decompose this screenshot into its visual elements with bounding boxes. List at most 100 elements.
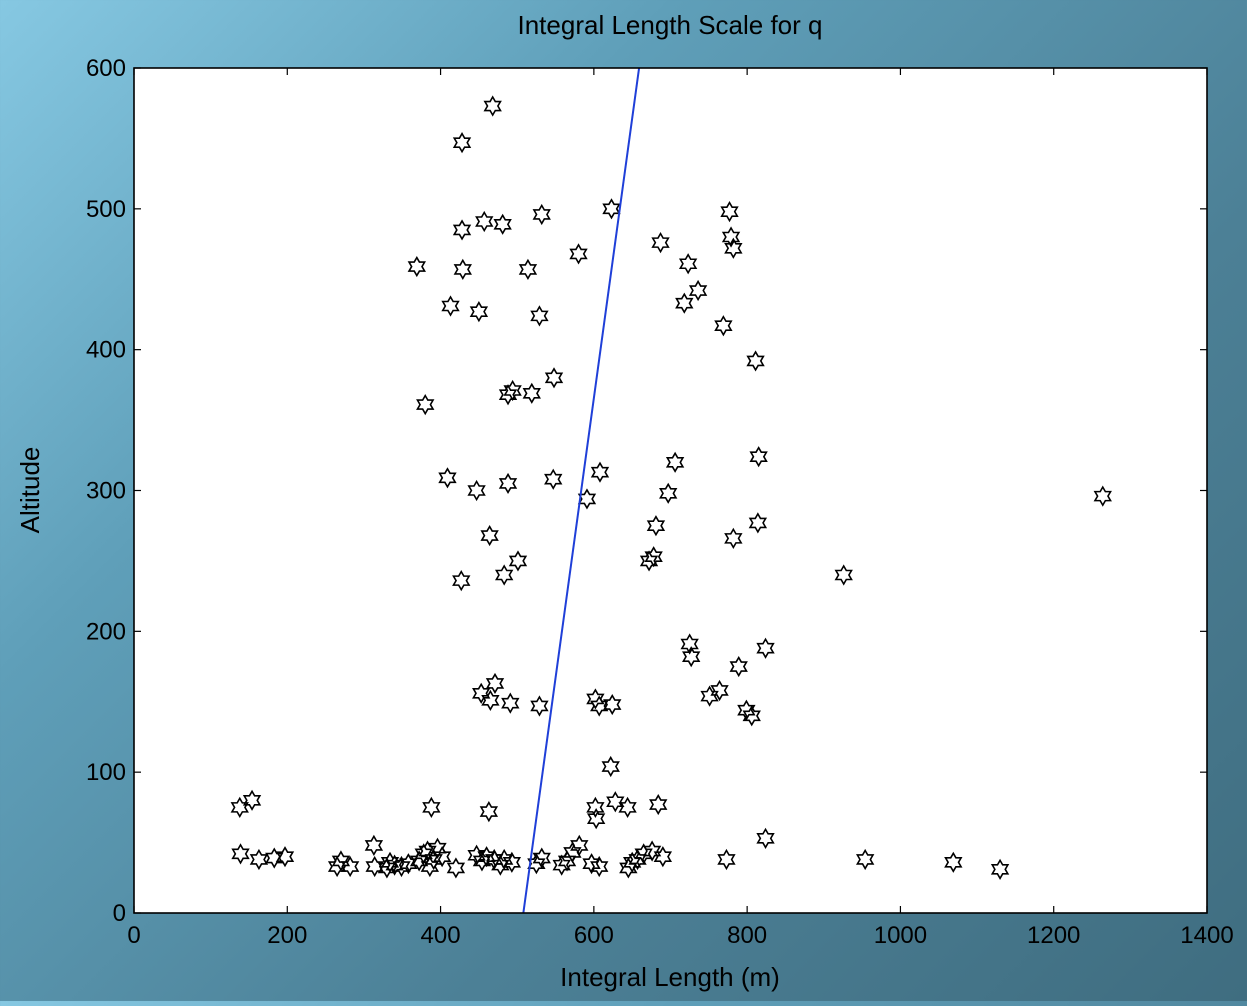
scatter-point [606, 791, 625, 813]
scatter-point [495, 564, 514, 586]
scatter-point [659, 482, 678, 504]
scatter-point [441, 295, 460, 317]
scatter-point [452, 570, 471, 592]
scatter-point [475, 210, 494, 233]
scatter-point [530, 695, 549, 717]
scatter-point [834, 564, 853, 586]
x-axis-label: Integral Length (m) [560, 962, 780, 992]
scatter-point [544, 468, 563, 490]
scatter-point [508, 550, 528, 572]
scatter-point [265, 847, 284, 869]
scatter-point [577, 488, 597, 510]
x-tick-label: 600 [574, 922, 614, 949]
scatter-point [634, 843, 653, 865]
y-tick-label: 100 [86, 759, 126, 786]
scatter-point [420, 855, 440, 878]
scatter-point [665, 451, 685, 473]
scatter-point [649, 793, 668, 816]
scatter-point [569, 243, 588, 265]
scatter-point [446, 857, 466, 879]
scatter-point [721, 226, 741, 248]
y-axis-label: Altitude [15, 447, 45, 534]
scatter-point [518, 258, 538, 280]
x-tick-label: 1200 [1027, 922, 1080, 949]
y-tick-label: 500 [86, 196, 126, 223]
x-tick-label: 1400 [1180, 922, 1233, 949]
scatter-point [742, 705, 761, 727]
scatter-point [586, 808, 606, 830]
scatter-point [502, 851, 522, 873]
scatter-point [642, 840, 662, 862]
scatter-point [485, 672, 505, 695]
scatter-point [700, 685, 719, 707]
scatter-point [501, 692, 520, 714]
scatter-point [544, 367, 564, 389]
scatter-point [710, 679, 729, 702]
scatter-point [688, 279, 708, 302]
scatter-point [424, 848, 443, 871]
scatter-point [756, 827, 775, 849]
scatter-point [331, 850, 351, 872]
scatter-point [365, 855, 384, 878]
scatter-point [724, 237, 743, 259]
scatter-point [601, 755, 620, 778]
scatter-point [729, 655, 748, 678]
scatter-point [493, 213, 512, 235]
scatter-point [618, 796, 637, 818]
scatter-point [469, 301, 489, 323]
scatter-point [720, 201, 739, 223]
scatter-point [380, 851, 400, 873]
scatter-point [481, 689, 500, 711]
scatter-point [603, 693, 622, 716]
scatter-point [756, 637, 775, 659]
scatter-point [552, 854, 571, 876]
scatter-point [530, 305, 549, 327]
scatter-point [467, 479, 486, 502]
scatter-point [340, 855, 360, 878]
scatter-point [1093, 485, 1112, 507]
scatter-point [364, 834, 384, 856]
scatter-point [944, 851, 963, 873]
scatter-point [498, 472, 518, 495]
scatter-point [275, 846, 295, 868]
scatter-point [416, 393, 435, 416]
scatter-point [590, 695, 609, 717]
chart-title: Integral Length Scale for q [518, 10, 823, 40]
scatter-point [724, 527, 743, 549]
scatter-point [680, 633, 699, 655]
x-tick-label: 800 [727, 922, 767, 949]
scatter-point [653, 846, 673, 868]
scatter-point [483, 95, 502, 117]
y-tick-label: 300 [86, 478, 126, 505]
scatter-point [717, 848, 736, 871]
y-tick-label: 0 [113, 900, 126, 927]
scatter-point [480, 524, 499, 547]
x-tick-label: 400 [421, 922, 461, 949]
scatter-point [432, 846, 452, 868]
scatter-point [990, 858, 1010, 880]
scatter-point [586, 796, 605, 818]
scatter-point [644, 546, 663, 568]
scatter-point [748, 512, 768, 534]
x-tick-label: 0 [127, 922, 140, 949]
y-tick-label: 400 [86, 337, 126, 364]
scatter-point [453, 258, 472, 280]
scatter-point [714, 315, 733, 337]
scatter-point [646, 515, 666, 537]
scatter-point [590, 461, 610, 483]
scatter-point [407, 255, 426, 278]
y-tick-label: 600 [86, 55, 126, 82]
scatter-point [230, 796, 249, 818]
scatter-point [678, 253, 698, 275]
scatter-point [392, 855, 411, 878]
scatter-point [522, 382, 541, 404]
scatter-point [651, 232, 670, 254]
y-tick-label: 200 [86, 618, 126, 645]
scatter-point [737, 699, 756, 721]
scatter-point [452, 132, 472, 154]
scatter-point [438, 467, 457, 489]
scatter-point [422, 796, 441, 818]
x-tick-label: 200 [267, 922, 307, 949]
scatter-point [498, 384, 518, 406]
